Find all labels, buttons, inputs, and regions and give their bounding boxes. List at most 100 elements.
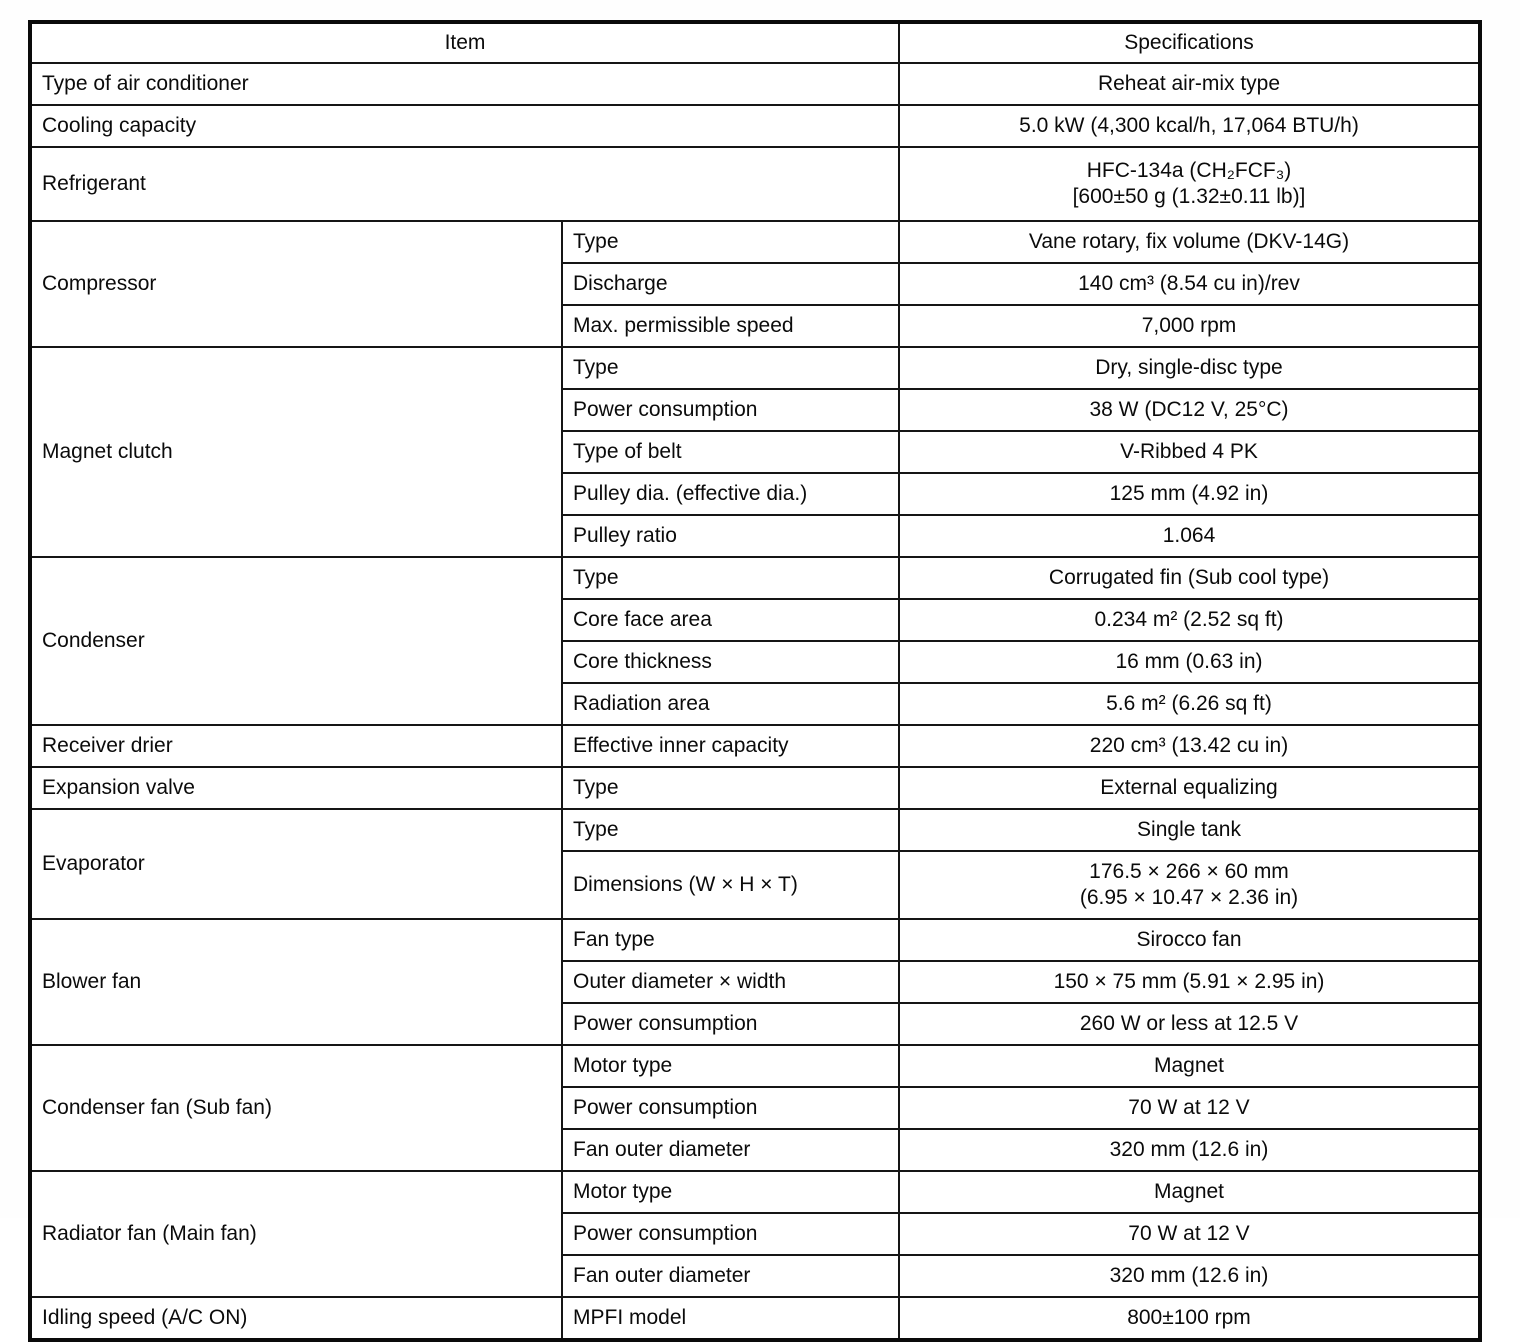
table-row: Dimensions (W × H × T) 176.5 × 266 × 60 … xyxy=(30,850,1481,920)
table-row: Compressor Type Vane rotary, fix volume … xyxy=(29,220,1481,348)
item-label: Refrigerant xyxy=(29,146,900,222)
sub-item-label: Type xyxy=(561,556,900,600)
spec-line-1: HFC-134a (CH₂FCF₃) xyxy=(1086,158,1292,182)
sub-item-label: Outer diameter × width xyxy=(561,960,900,1004)
sub-item-label: Power consumption xyxy=(561,1086,900,1130)
table-row: Blower fan Fan type Sirocco fan xyxy=(29,918,1481,1046)
spec-value: 320 mm (12.6 in) xyxy=(898,1254,1481,1298)
table-row: Condenser fan (Sub fan) Motor type Magne… xyxy=(29,1044,1481,1172)
spec-value: Dry, single-disc type xyxy=(898,346,1481,390)
spec-value: HFC-134a (CH₂FCF₃) [600±50 g (1.32±0.11 … xyxy=(898,146,1481,222)
table-row: Receiver drier Effective inner capacity … xyxy=(29,724,1481,768)
table-row: Power consumption 260 W or less at 12.5 … xyxy=(30,1002,1481,1046)
sub-item-label: Dimensions (W × H × T) xyxy=(561,850,900,920)
sub-item-label: Effective inner capacity xyxy=(561,724,900,768)
spec-value: 5.0 kW (4,300 kcal/h, 17,064 BTU/h) xyxy=(898,104,1481,148)
sub-item-label: Power consumption xyxy=(561,1212,900,1256)
table-row: Pulley ratio 1.064 xyxy=(30,514,1481,558)
column-header-specifications: Specifications xyxy=(898,21,1481,64)
sub-item-label: Type xyxy=(561,346,900,390)
spec-value: 800±100 rpm xyxy=(898,1296,1481,1341)
sub-item-label: MPFI model xyxy=(561,1296,900,1341)
sub-item-label: Type of belt xyxy=(561,430,900,474)
column-header-item: Item xyxy=(29,21,900,64)
scanned-manual-page: Item Specifications Type of air conditio… xyxy=(28,20,1482,1342)
spec-value: Magnet xyxy=(898,1044,1481,1088)
group-label-blower-fan: Blower fan xyxy=(29,918,563,1046)
item-label: Cooling capacity xyxy=(29,104,900,148)
spec-value: 260 W or less at 12.5 V xyxy=(898,1002,1481,1046)
spec-value: Vane rotary, fix volume (DKV-14G) xyxy=(898,220,1481,264)
sub-item-label: Pulley ratio xyxy=(561,514,900,558)
spec-value: 1.064 xyxy=(898,514,1481,558)
sub-item-label: Max. permissible speed xyxy=(561,304,900,348)
sub-item-label: Power consumption xyxy=(561,388,900,432)
sub-item-label: Fan type xyxy=(561,918,900,962)
spec-value: 38 W (DC12 V, 25°C) xyxy=(898,388,1481,432)
spec-value: 150 × 75 mm (5.91 × 2.95 in) xyxy=(898,960,1481,1004)
table-row: Expansion valve Type External equalizing xyxy=(29,766,1481,810)
group-label-radiator-fan: Radiator fan (Main fan) xyxy=(29,1170,563,1298)
group-label-evaporator: Evaporator xyxy=(29,808,563,920)
group-label-magnet-clutch: Magnet clutch xyxy=(29,346,563,558)
group-label-idling-speed: Idling speed (A/C ON) xyxy=(29,1296,563,1341)
spec-line-1: 176.5 × 266 × 60 mm xyxy=(1089,859,1289,883)
table-row: Power consumption 70 W at 12 V xyxy=(30,1086,1481,1130)
spec-value: Magnet xyxy=(898,1170,1481,1214)
sub-item-label: Motor type xyxy=(561,1044,900,1088)
table-row: Evaporator Type Single tank xyxy=(29,808,1481,920)
table-row: Fan outer diameter 320 mm (12.6 in) xyxy=(30,1128,1481,1172)
group-label-compressor: Compressor xyxy=(29,220,563,348)
table-row: Idling speed (A/C ON) MPFI model 800±100… xyxy=(29,1296,1481,1341)
item-label: Type of air conditioner xyxy=(29,62,900,106)
table-row: Max. permissible speed 7,000 rpm xyxy=(30,304,1481,348)
spec-value: 125 mm (4.92 in) xyxy=(898,472,1481,516)
sub-item-label: Pulley dia. (effective dia.) xyxy=(561,472,900,516)
spec-line-2: [600±50 g (1.32±0.11 lb)] xyxy=(1072,185,1306,208)
sub-item-label: Radiation area xyxy=(561,682,900,726)
group-label-condenser-fan: Condenser fan (Sub fan) xyxy=(29,1044,563,1172)
sub-item-label: Core face area xyxy=(561,598,900,642)
table-row: Radiation area 5.6 m² (6.26 sq ft) xyxy=(30,682,1481,726)
spec-value: 7,000 rpm xyxy=(898,304,1481,348)
spec-value: V-Ribbed 4 PK xyxy=(898,430,1481,474)
sub-item-label: Motor type xyxy=(561,1170,900,1214)
spec-value: 70 W at 12 V xyxy=(898,1086,1481,1130)
spec-value: 140 cm³ (8.54 cu in)/rev xyxy=(898,262,1481,306)
sub-item-label: Type xyxy=(561,766,900,810)
table-row: Core thickness 16 mm (0.63 in) xyxy=(30,640,1481,684)
spec-value: Sirocco fan xyxy=(898,918,1481,962)
spec-value: External equalizing xyxy=(898,766,1481,810)
sub-item-label: Core thickness xyxy=(561,640,900,684)
table-row: Discharge 140 cm³ (8.54 cu in)/rev xyxy=(30,262,1481,306)
sub-item-label: Type xyxy=(561,808,900,852)
table-row-refrigerant: Refrigerant HFC-134a (CH₂FCF₃) [600±50 g… xyxy=(29,146,1481,222)
spec-value: 320 mm (12.6 in) xyxy=(898,1128,1481,1172)
table-row: Magnet clutch Type Dry, single-disc type xyxy=(29,346,1481,558)
group-label-expansion-valve: Expansion valve xyxy=(29,766,563,810)
table-row: Type of air conditioner Reheat air-mix t… xyxy=(29,62,1481,106)
table-row: Condenser Type Corrugated fin (Sub cool … xyxy=(29,556,1481,726)
sub-item-label: Fan outer diameter xyxy=(561,1128,900,1172)
table-row: Power consumption 38 W (DC12 V, 25°C) xyxy=(30,388,1481,432)
table-row: Pulley dia. (effective dia.) 125 mm (4.9… xyxy=(30,472,1481,516)
ac-specifications-table: Item Specifications Type of air conditio… xyxy=(28,20,1482,1342)
spec-line-2: (6.95 × 10.47 × 2.36 in) xyxy=(1079,886,1299,909)
table-row: Type of belt V-Ribbed 4 PK xyxy=(30,430,1481,474)
spec-value: 16 mm (0.63 in) xyxy=(898,640,1481,684)
spec-value: Single tank xyxy=(898,808,1481,852)
sub-item-label: Fan outer diameter xyxy=(561,1254,900,1298)
table-row: Radiator fan (Main fan) Motor type Magne… xyxy=(29,1170,1481,1298)
spec-value: Reheat air-mix type xyxy=(898,62,1481,106)
sub-item-label: Type xyxy=(561,220,900,264)
spec-value: 70 W at 12 V xyxy=(898,1212,1481,1256)
spec-value: 176.5 × 266 × 60 mm (6.95 × 10.47 × 2.36… xyxy=(898,850,1481,920)
spec-value: Corrugated fin (Sub cool type) xyxy=(898,556,1481,600)
spec-value: 5.6 m² (6.26 sq ft) xyxy=(898,682,1481,726)
spec-value: 0.234 m² (2.52 sq ft) xyxy=(898,598,1481,642)
table-header-row: Item Specifications xyxy=(29,21,1481,64)
group-label-receiver-drier: Receiver drier xyxy=(29,724,563,768)
sub-item-label: Power consumption xyxy=(561,1002,900,1046)
table-row: Cooling capacity 5.0 kW (4,300 kcal/h, 1… xyxy=(29,104,1481,148)
group-label-condenser: Condenser xyxy=(29,556,563,726)
